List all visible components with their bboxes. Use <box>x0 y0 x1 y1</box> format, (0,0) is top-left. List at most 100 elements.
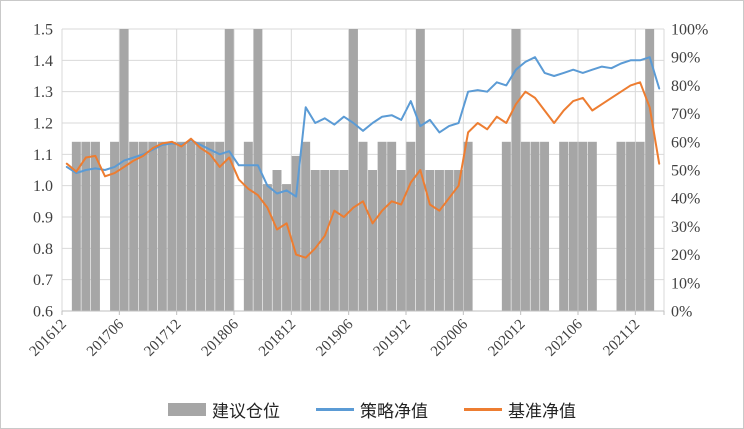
bar <box>310 170 320 311</box>
y-axis-left-label: 1.3 <box>33 84 53 101</box>
y-axis-right-label: 90% <box>671 50 700 67</box>
x-axis-label: 202112 <box>600 317 643 360</box>
y-axis-left-labels: 1.5 1.4 1.3 1.2 1.1 1.0 0.9 0.8 0.7 0.6 <box>33 22 53 321</box>
bar <box>272 170 282 311</box>
bar <box>282 184 292 311</box>
bar <box>148 141 158 311</box>
y-axis-left-label: 1.0 <box>33 178 53 195</box>
bar <box>377 141 387 311</box>
bar <box>578 141 588 311</box>
line-strategy-nav <box>65 56 661 198</box>
bar <box>540 141 550 311</box>
line-benchmark-nav-path <box>65 81 661 259</box>
legend-bar-swatch <box>168 403 206 416</box>
bar <box>196 141 206 311</box>
y-axis-right-label: 50% <box>671 163 700 180</box>
y-axis-right-label: 40% <box>671 191 700 208</box>
bar <box>568 141 578 311</box>
bar <box>358 141 368 311</box>
y-axis-left-label: 0.8 <box>33 241 53 258</box>
legend-line-swatch-orange <box>464 408 502 411</box>
bar <box>520 141 530 311</box>
bar <box>587 141 597 311</box>
y-axis-left-label: 0.9 <box>33 210 53 227</box>
y-axis-left-label: 1.2 <box>33 116 53 133</box>
y-axis-left-label: 1.4 <box>33 53 53 70</box>
bar <box>81 141 91 311</box>
x-axis-label: 202006 <box>428 316 471 359</box>
bar <box>253 29 263 311</box>
x-axis-label: 202106 <box>543 316 586 359</box>
bar <box>138 141 148 311</box>
y-axis-right-label: 60% <box>671 134 700 151</box>
legend: 建议仓位 策略净值 基准净值 <box>1 397 743 422</box>
bar <box>348 29 358 311</box>
bar <box>501 141 511 311</box>
y-axis-left-label: 1.5 <box>33 22 53 39</box>
bar <box>406 141 416 311</box>
bar <box>463 141 473 311</box>
x-axis-labels: 201612 201706 201712 201806 201812 201906 2019… <box>27 316 643 359</box>
bar <box>434 170 444 311</box>
x-axis-label: 201712 <box>141 317 184 360</box>
y-axis-right-labels: 100% 90% 80% 70% 60% 50% 40% 30% 20% 10% 0% <box>671 22 708 321</box>
y-axis-right-label: 70% <box>671 106 700 123</box>
bar <box>215 141 225 311</box>
bar <box>339 170 349 311</box>
vertical-gridlines <box>61 29 665 311</box>
y-axis-left-label: 0.6 <box>33 304 53 321</box>
line-strategy-nav-path <box>65 56 661 198</box>
bar <box>368 170 378 311</box>
x-axis-label: 201806 <box>199 316 242 359</box>
x-axis-line-and-ticks <box>61 310 665 315</box>
bar <box>616 141 626 311</box>
x-axis-label: 201812 <box>256 317 299 360</box>
bar <box>186 141 196 311</box>
x-axis-label: 201612 <box>27 317 70 360</box>
bar <box>224 29 234 311</box>
legend-label-benchmark-nav: 基准净值 <box>508 402 576 421</box>
bar <box>530 141 540 311</box>
bar <box>396 170 406 311</box>
y-axis-left-label: 0.7 <box>33 272 53 289</box>
legend-label-strategy-nav: 策略净值 <box>360 402 428 421</box>
bar <box>444 170 454 311</box>
bar <box>129 141 139 311</box>
bar <box>157 141 167 311</box>
bar <box>425 170 435 311</box>
bar <box>262 184 272 311</box>
legend-item-benchmark-nav: 基准净值 <box>464 397 576 422</box>
bar <box>626 141 636 311</box>
bar <box>329 170 339 311</box>
bar <box>320 170 330 311</box>
bar <box>90 141 100 311</box>
x-axis-label: 201706 <box>84 316 127 359</box>
bar <box>301 141 311 311</box>
bar <box>110 141 120 311</box>
y-axis-right-label: 100% <box>671 22 708 39</box>
legend-item-strategy-nav: 策略净值 <box>316 397 428 422</box>
x-axis-label: 202012 <box>485 317 528 360</box>
x-axis-label: 201912 <box>371 317 414 360</box>
y-axis-right-label: 80% <box>671 78 700 95</box>
bar <box>167 141 177 311</box>
bar <box>387 141 397 311</box>
x-axis-label: 201906 <box>313 316 356 359</box>
bar <box>635 141 645 311</box>
bar <box>511 29 521 311</box>
bar <box>71 141 81 311</box>
bar <box>645 29 655 311</box>
bar <box>559 141 569 311</box>
bar <box>176 141 186 311</box>
y-axis-right-label: 20% <box>671 247 700 264</box>
bar <box>119 29 129 311</box>
legend-line-swatch-blue <box>316 408 354 411</box>
legend-label-position: 建议仓位 <box>212 402 280 421</box>
y-axis-right-label: 30% <box>671 219 700 236</box>
bar <box>205 141 215 311</box>
bar <box>243 141 253 311</box>
y-axis-left-label: 1.1 <box>33 147 53 164</box>
legend-item-position: 建议仓位 <box>168 397 280 422</box>
